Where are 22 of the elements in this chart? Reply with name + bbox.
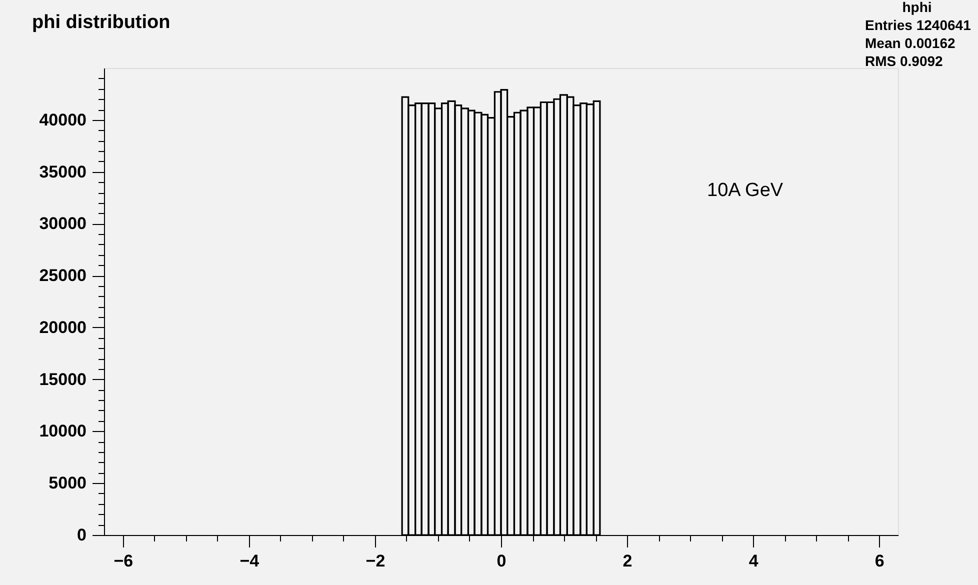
annotation: 10A GeV — [707, 180, 784, 201]
text: Entries 1240641 — [865, 17, 972, 33]
y-tick-label: 25000 — [39, 266, 86, 286]
x-tick-label: −6 — [114, 552, 134, 570]
y-tick-label: 40000 — [39, 110, 86, 130]
annotation: RMS 0.9092 — [865, 53, 944, 69]
y-tick-label: 35000 — [39, 162, 86, 182]
y-tick-label: 20000 — [39, 318, 86, 337]
y-tick-label: 30000 — [39, 214, 86, 234]
x-tick-label: 2 — [622, 552, 632, 570]
y-tick-label: 10000 — [39, 422, 86, 441]
y-tick-label: 5000 — [48, 474, 86, 493]
text: Mean 0.00162 — [865, 35, 956, 51]
text: hphi — [902, 0, 932, 15]
chart-title: phi distribution — [32, 12, 170, 33]
x-tick-label: 4 — [748, 552, 759, 570]
x-tick-label: −4 — [240, 552, 260, 570]
x-tick-label: −2 — [366, 552, 386, 570]
x-tick-label: 0 — [496, 552, 506, 570]
y-tick-label: 0 — [77, 526, 86, 544]
x-tick-label: 6 — [874, 552, 884, 570]
y-tick-label: 15000 — [39, 370, 86, 389]
